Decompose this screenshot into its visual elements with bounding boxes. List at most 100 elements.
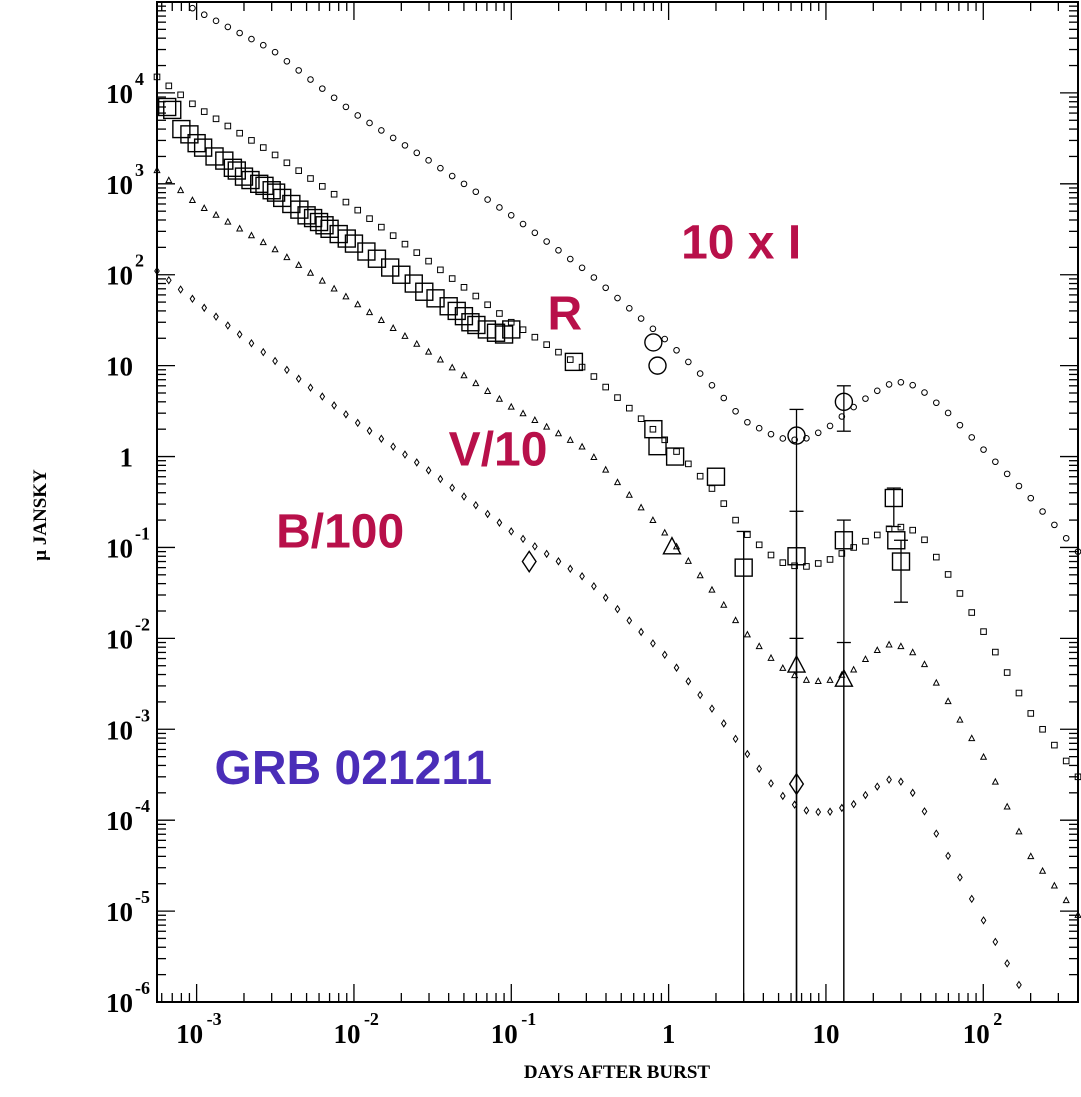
model-point (212, 210, 220, 218)
model-point (496, 518, 503, 527)
model-point (980, 628, 987, 635)
model-point (862, 395, 869, 402)
model-point (625, 490, 633, 498)
model-point (460, 284, 468, 291)
model-point (685, 677, 692, 686)
model-point (862, 537, 869, 545)
model-point (507, 402, 515, 410)
model-point (555, 557, 562, 566)
model-point (873, 531, 881, 539)
model-point (732, 407, 739, 415)
model-point (519, 409, 527, 417)
model-point (200, 11, 208, 19)
model-point (437, 164, 444, 172)
data-point (297, 206, 316, 225)
model-point (1016, 980, 1022, 990)
data-point (262, 181, 281, 200)
x-tick-label: 10 (812, 1019, 839, 1049)
model-point (307, 175, 314, 182)
data-point (521, 550, 537, 573)
model-point (802, 675, 811, 683)
model-point (991, 777, 999, 785)
model-point (283, 57, 291, 65)
data-point (787, 426, 806, 445)
y-tick-exponent: -1 (135, 523, 150, 543)
model-point (366, 119, 373, 127)
data-point (884, 488, 904, 508)
data-point (381, 258, 400, 277)
model-point (319, 392, 326, 401)
model-point (566, 436, 574, 443)
model-point (189, 100, 196, 108)
model-point (484, 301, 491, 309)
model-point (247, 231, 256, 239)
model-point (814, 429, 822, 437)
model-point (365, 308, 374, 316)
model-point (425, 257, 432, 265)
model-point (402, 450, 408, 459)
model-point (862, 790, 869, 800)
model-point (708, 485, 716, 492)
model-point (968, 894, 975, 904)
model-point (177, 285, 184, 294)
model-point (236, 224, 244, 232)
model-point (331, 401, 337, 410)
model-point (779, 559, 787, 566)
model-point (224, 122, 232, 130)
model-point (957, 873, 963, 882)
model-point (968, 609, 976, 616)
model-point (956, 590, 964, 597)
model-point (259, 144, 267, 151)
model-point (448, 172, 456, 180)
model-point (672, 542, 681, 550)
model-point (945, 851, 951, 861)
model-point (319, 85, 326, 92)
data-point (494, 325, 514, 344)
model-point (909, 648, 917, 656)
model-point (413, 149, 421, 157)
model-point (1062, 534, 1070, 542)
model-point (283, 159, 291, 167)
model-point (626, 304, 633, 312)
data-point (502, 320, 521, 339)
model-point (319, 183, 326, 190)
model-point (980, 916, 987, 925)
model-point (850, 799, 857, 809)
model-point (590, 453, 598, 460)
model-point (591, 582, 597, 591)
model-point (1015, 482, 1023, 490)
model-point (897, 378, 905, 386)
model-point (1038, 866, 1047, 874)
x-tick-label: 10 (491, 1019, 518, 1049)
model-point (271, 245, 279, 253)
model-point (472, 500, 479, 510)
model-point (720, 600, 728, 608)
model-point (378, 127, 385, 134)
model-point (224, 23, 232, 31)
model-point (425, 466, 432, 475)
model-point (838, 550, 846, 557)
model-point (921, 536, 928, 544)
model-point (590, 373, 598, 380)
model-point (554, 429, 563, 437)
model-point (448, 363, 456, 371)
x-tick-exponent: 2 (993, 1009, 1002, 1029)
model-point (779, 435, 787, 442)
model-point (520, 534, 526, 544)
data-point (662, 536, 682, 555)
model-point (826, 422, 834, 430)
model-point (330, 284, 338, 292)
tick-labels: 10 -3 10 -2 10 -1 1 10 10 210 -610 -510 -410 -310 -210… (106, 69, 1002, 1049)
model-point (566, 255, 574, 263)
model-point (1027, 852, 1035, 860)
model-point (932, 678, 940, 686)
model-point (602, 593, 609, 602)
model-point (803, 434, 810, 442)
model-point (697, 690, 703, 700)
model-point (637, 503, 645, 511)
model-point (295, 67, 302, 74)
model-point (496, 310, 503, 317)
model-point (378, 434, 385, 443)
model-point (696, 370, 704, 377)
model-point (188, 196, 197, 204)
